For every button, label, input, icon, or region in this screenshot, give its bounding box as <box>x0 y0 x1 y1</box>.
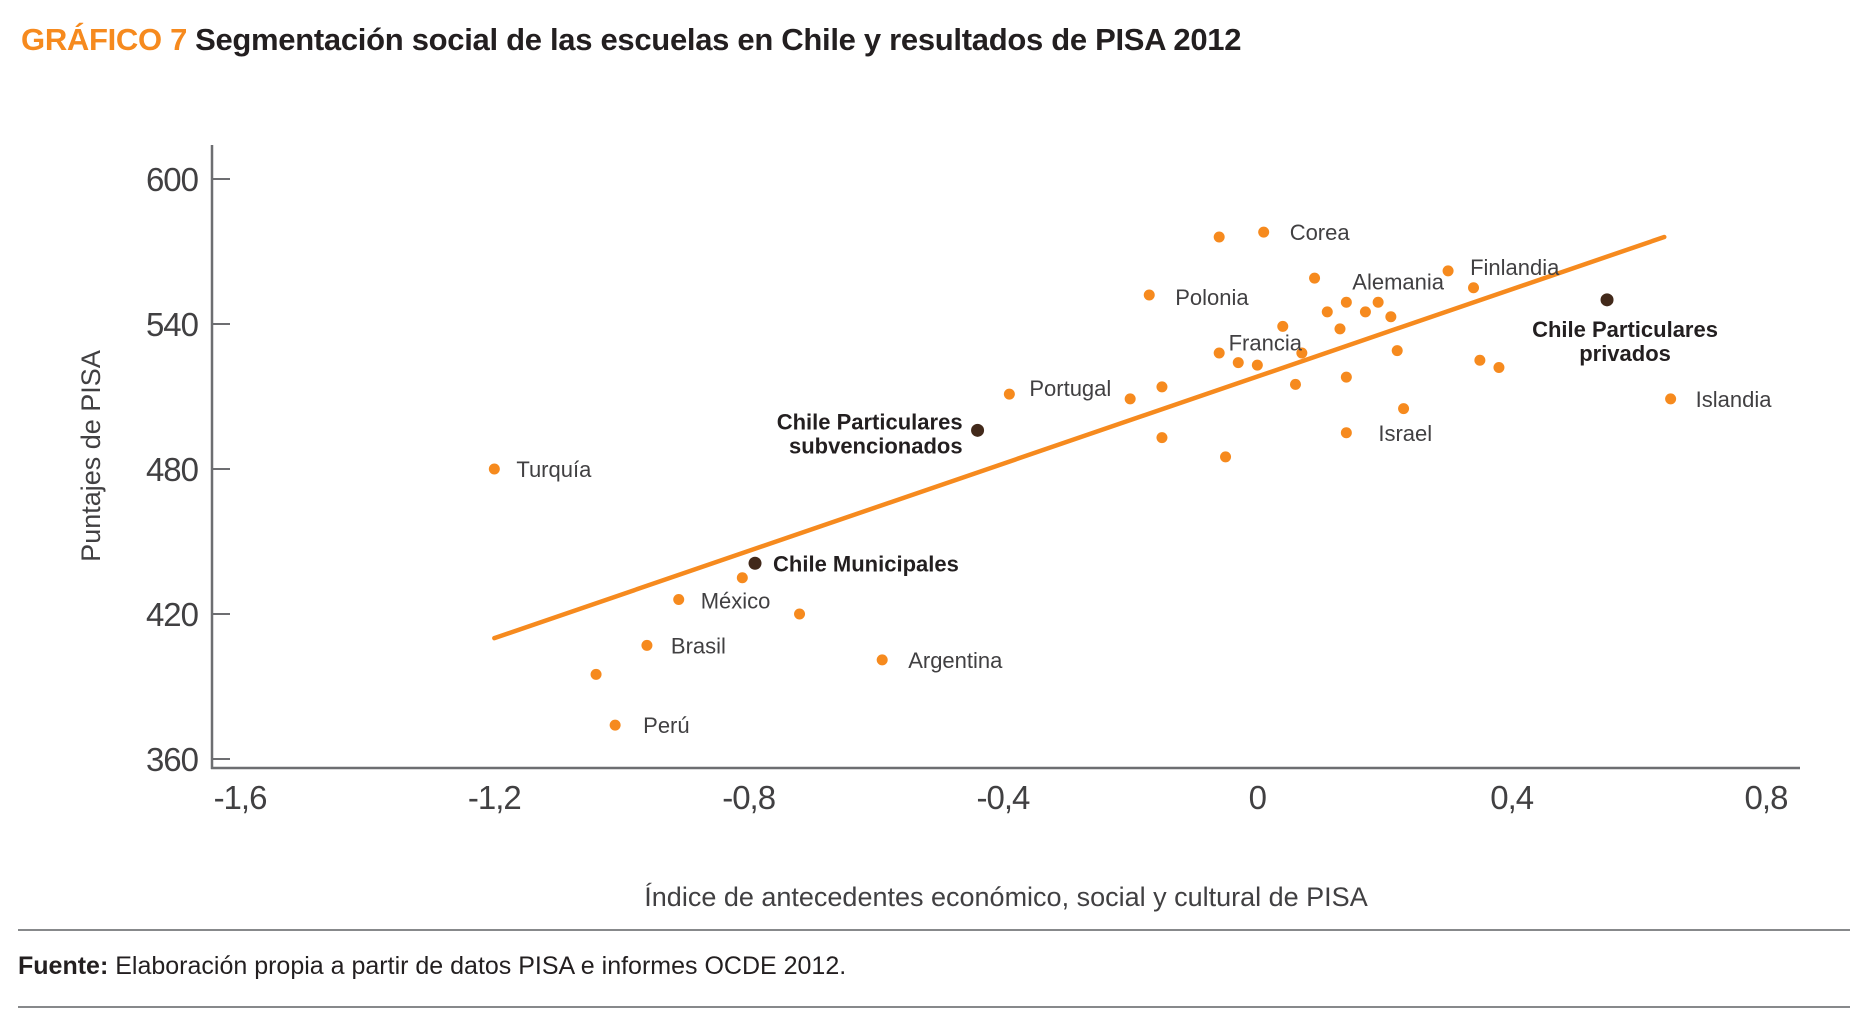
data-point-unlabeled-29 <box>1309 272 1321 284</box>
point-label-Polonia: Polonia <box>1175 285 1249 310</box>
data-point-unlabeled-33 <box>1340 371 1352 383</box>
data-point-unlabeled-38 <box>1468 282 1480 294</box>
data-point-Argentina <box>876 654 888 666</box>
point-label-Chile Particulares subvencionados: Chile Particulares subvencionados <box>777 409 963 458</box>
y-tick-label-360: 360 <box>146 741 199 778</box>
point-label-Israel: Israel <box>1378 421 1432 446</box>
x-tick-label-5: 0,4 <box>1490 779 1534 816</box>
data-point-unlabeled-19 <box>1124 393 1136 405</box>
data-point-unlabeled-24 <box>1213 347 1225 359</box>
data-point-unlabeled-31 <box>1334 323 1346 335</box>
data-point-Francia <box>1232 357 1244 369</box>
point-label-Finlandia: Finlandia <box>1470 255 1560 280</box>
data-point-unlabeled-17 <box>736 572 748 584</box>
data-point-unlabeled-25 <box>1251 359 1263 371</box>
data-point-Chile Particulares privados <box>1600 293 1614 307</box>
x-tick-label-6: 0,8 <box>1745 779 1788 816</box>
x-tick-label-2: -0,8 <box>722 779 775 816</box>
data-point-unlabeled-20 <box>1156 381 1168 393</box>
trend-line-segment <box>492 234 1667 641</box>
data-point-Chile Particulares subvencionados <box>971 423 985 437</box>
trend-line <box>492 234 1667 641</box>
point-label-Argentina: Argentina <box>908 648 1003 673</box>
point-label-Turquía: Turquía <box>516 457 592 482</box>
divider-top <box>18 929 1850 931</box>
data-point-Polonia <box>1143 289 1155 301</box>
x-tick-label-3: -0,4 <box>977 779 1031 816</box>
y-tick-label-480: 480 <box>146 451 199 488</box>
data-points <box>488 226 1677 731</box>
figure-title-text: Segmentación social de las escuelas en C… <box>195 22 1242 57</box>
data-point-Brasil <box>641 639 653 651</box>
data-point-unlabeled-35 <box>1385 311 1397 323</box>
point-label-Corea: Corea <box>1290 220 1351 245</box>
data-point-unlabeled-16 <box>590 668 602 680</box>
data-point-unlabeled-34 <box>1359 306 1371 318</box>
y-axis-title: Puntajes de PISA <box>76 350 106 562</box>
data-point-unlabeled-22 <box>1220 451 1232 463</box>
point-label-Perú: Perú <box>643 713 689 738</box>
data-point-Portugal <box>1003 388 1015 400</box>
point-label-Chile Particulares privados: Chile Particulares privados <box>1532 317 1718 366</box>
figure-title: GRÁFICO 7 Segmentación social de las escu… <box>21 22 1242 58</box>
data-point-Israel <box>1340 427 1352 439</box>
source-note-label: Fuente: <box>18 952 109 980</box>
data-point-unlabeled-30 <box>1321 306 1333 318</box>
point-label-México: México <box>701 589 771 614</box>
data-point-México <box>673 594 685 606</box>
point-labels: Turquía México Brasil Perú Argentina Portugal… <box>516 220 1772 738</box>
data-point-Chile Municipales <box>748 556 762 570</box>
data-point-unlabeled-23 <box>1213 231 1225 243</box>
point-label-Islandia: Islandia <box>1696 387 1773 412</box>
source-note: Fuente: Elaboración propia a partir de d… <box>18 952 846 981</box>
y-tick-label-420: 420 <box>146 596 199 633</box>
data-point-Finlandia <box>1442 265 1454 277</box>
data-point-unlabeled-37 <box>1398 403 1410 415</box>
point-label-Brasil: Brasil <box>671 633 726 658</box>
data-point-Perú <box>609 719 621 731</box>
y-tick-label-600: 600 <box>146 161 199 198</box>
data-point-Alemania <box>1372 296 1384 308</box>
point-label-Chile Municipales: Chile Municipales <box>773 551 959 576</box>
source-note-text: Elaboración propia a partir de datos PIS… <box>108 952 847 980</box>
data-point-Corea <box>1258 226 1270 238</box>
point-label-Francia: Francia <box>1229 331 1303 356</box>
data-point-Islandia <box>1665 393 1677 405</box>
data-point-unlabeled-40 <box>1493 362 1505 374</box>
data-point-unlabeled-32 <box>1340 296 1352 308</box>
divider-bottom <box>18 1006 1850 1008</box>
x-tick-label-1: -1,2 <box>468 779 521 816</box>
data-point-Turquía <box>488 463 500 475</box>
point-label-Alemania: Alemania <box>1352 269 1444 294</box>
figure-title-tag: GRÁFICO 7 <box>21 22 188 57</box>
point-label-Portugal: Portugal <box>1029 376 1111 401</box>
y-tick-label-540: 540 <box>146 306 199 343</box>
axes: 600 540 480 420 360 -1,6 -1,2 -0,8 -0,4 0 0,4 0,8 <box>146 145 1800 816</box>
data-point-unlabeled-28 <box>1296 347 1308 359</box>
data-point-unlabeled-36 <box>1391 345 1403 357</box>
data-point-unlabeled-18 <box>794 608 806 620</box>
x-tick-label-4: 0 <box>1249 779 1267 816</box>
data-point-unlabeled-39 <box>1474 354 1486 366</box>
x-axis-title: Índice de antecedentes económico, social… <box>644 882 1367 912</box>
x-tick-label-0: -1,6 <box>214 779 267 816</box>
data-point-unlabeled-21 <box>1156 432 1168 444</box>
data-point-unlabeled-26 <box>1277 320 1289 332</box>
data-point-unlabeled-27 <box>1289 378 1301 390</box>
